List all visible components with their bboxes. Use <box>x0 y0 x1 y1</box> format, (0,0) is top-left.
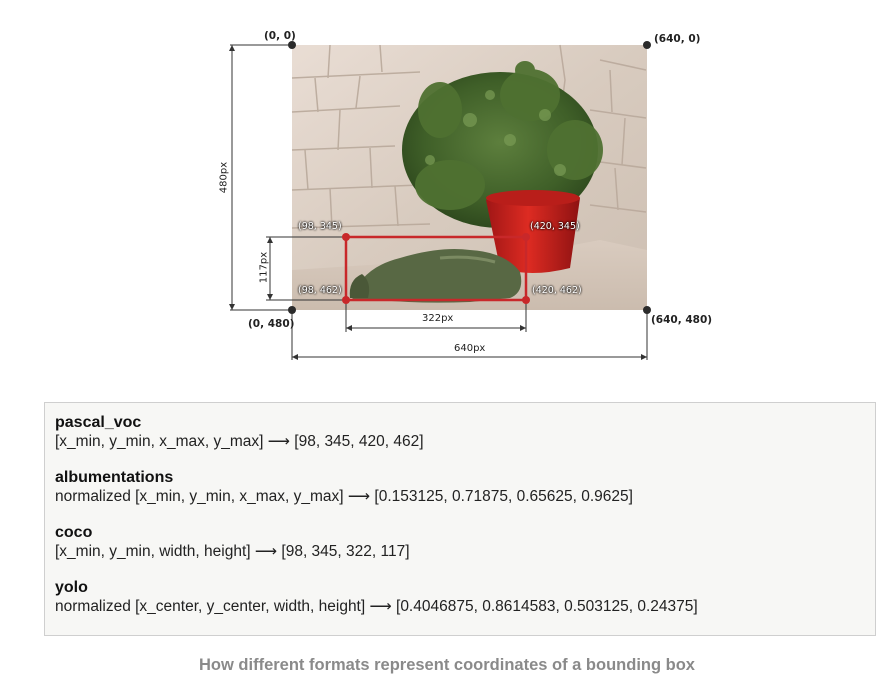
red-pot <box>486 193 580 273</box>
image-dimension-lines <box>230 44 648 360</box>
bbox-height-label: 117px <box>258 251 270 284</box>
figure-svg <box>229 41 651 360</box>
format-coco: coco [x_min, y_min, width, height] ⟶ [98… <box>55 523 875 561</box>
format-albumentations: albumentations normalized [x_min, y_min,… <box>55 468 875 506</box>
format-pascal-voc: pascal_voc [x_min, y_min, x_max, y_max] … <box>55 413 875 451</box>
figure-caption: How different formats represent coordina… <box>199 656 695 674</box>
image-corner-points <box>288 41 651 314</box>
bounding-box-figure: (0, 0) (640, 0) (0, 480) (640, 480) 480p… <box>218 30 713 360</box>
bbox-corner-points <box>342 233 530 304</box>
format-description: [x_min, y_min, x_max, y_max] ⟶ [98, 345,… <box>55 433 424 450</box>
format-yolo: yolo normalized [x_center, y_center, wid… <box>55 578 875 616</box>
image-width-label: 640px <box>454 343 486 354</box>
image-height-label: 480px <box>218 161 230 194</box>
corner-label-top-right: (640, 0) <box>654 33 701 45</box>
bounding-box <box>344 235 528 302</box>
plant-photo <box>291 44 647 310</box>
bbox-label-top-left: (98, 345) <box>298 221 342 232</box>
format-name: albumentations <box>55 469 174 486</box>
format-name: yolo <box>55 579 88 596</box>
corner-label-top-left: (0, 0) <box>264 30 296 42</box>
format-description: normalized [x_center, y_center, width, h… <box>55 598 698 615</box>
bbox-width-label: 322px <box>422 313 454 324</box>
formats-box: pascal_voc [x_min, y_min, x_max, y_max] … <box>44 402 876 636</box>
format-description: [x_min, y_min, width, height] ⟶ [98, 345… <box>55 543 410 560</box>
bbox-dimension-lines <box>266 236 527 332</box>
format-name: coco <box>55 524 93 541</box>
bbox-label-top-right: (420, 345) <box>530 221 580 232</box>
stone-wall <box>291 44 647 229</box>
cat <box>352 249 522 303</box>
bbox-label-bottom-left: (98, 462) <box>298 285 342 296</box>
bbox-label-bottom-right: (420, 462) <box>532 285 582 296</box>
corner-label-bottom-left: (0, 480) <box>248 318 295 330</box>
format-name: pascal_voc <box>55 414 142 431</box>
corner-label-bottom-right: (640, 480) <box>651 314 713 326</box>
format-description: normalized [x_min, y_min, x_max, y_max] … <box>55 488 633 505</box>
